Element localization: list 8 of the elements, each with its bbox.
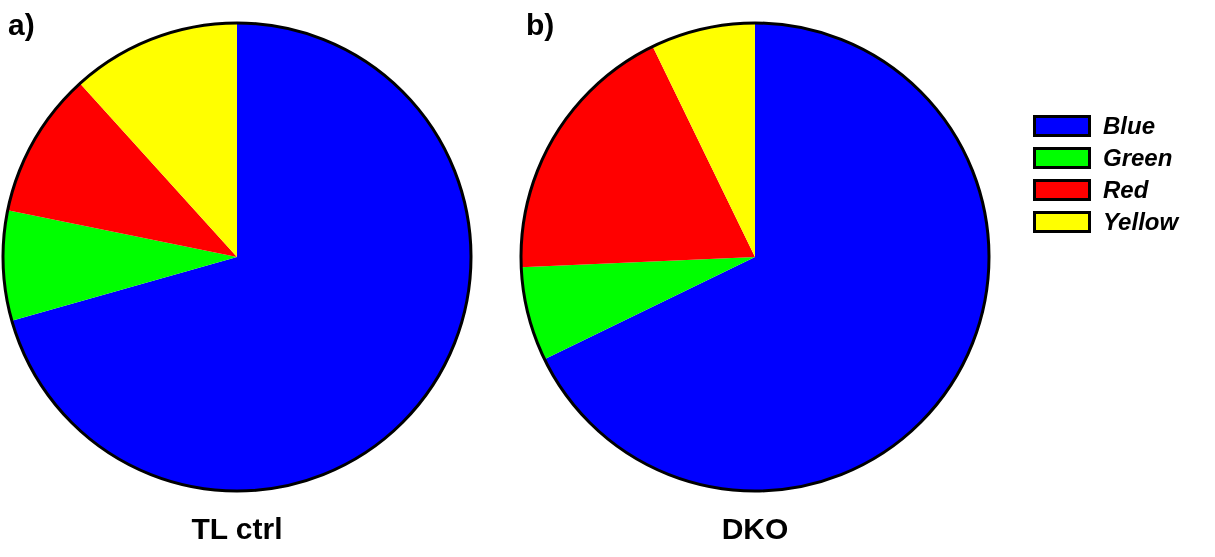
legend-label: Blue [1103, 112, 1156, 140]
text: a) [8, 8, 35, 42]
legend-label: Green [1103, 144, 1173, 172]
legend-label: Yellow [1103, 208, 1179, 236]
text: TL ctrl [190, 512, 284, 546]
text: DKO [720, 512, 790, 546]
legend-label: Red [1103, 176, 1149, 204]
text: b) [526, 8, 555, 42]
